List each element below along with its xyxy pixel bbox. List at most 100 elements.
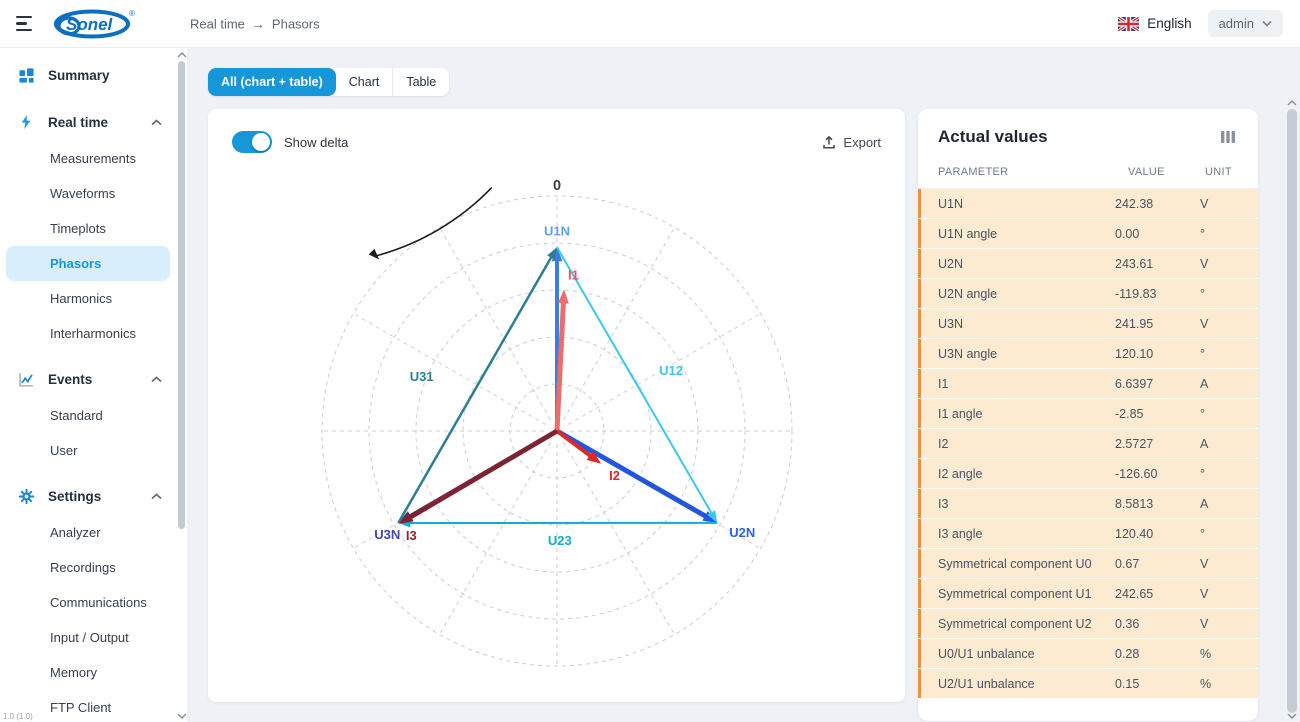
table-row-i3: I3 8.5813 A xyxy=(918,489,1258,518)
col-value: VALUE xyxy=(1128,165,1165,178)
sidebar-nav: Summary Real time Measurements Waveforms Tim… xyxy=(0,48,176,722)
row-parameter: I1 angle xyxy=(938,406,983,421)
tab-all-chart-table[interactable]: All (chart + table) xyxy=(208,68,336,96)
row-unit: A xyxy=(1200,436,1209,451)
table-row-u3n: U3N 241.95 V xyxy=(918,309,1258,338)
sidebar-item-analyzer[interactable]: Analyzer xyxy=(6,515,170,550)
sidebar: Summary Real time Measurements Waveforms Tim… xyxy=(0,48,176,722)
sonel-logo: Sonel ® xyxy=(52,7,140,41)
sidebar-item-label: Input / Output xyxy=(50,630,129,645)
sidebar-item-label: FTP Client xyxy=(50,700,112,715)
table-row-i2-angle: I2 angle -126.60 ° xyxy=(918,459,1258,488)
sidebar-item-label: User xyxy=(50,443,78,458)
row-parameter: U3N xyxy=(938,316,964,331)
user-menu-button[interactable]: admin xyxy=(1207,10,1283,37)
sidebar-item-standard[interactable]: Standard xyxy=(6,398,170,433)
svg-text:®: ® xyxy=(129,9,135,18)
scroll-down-icon[interactable] xyxy=(176,713,187,719)
row-unit: V xyxy=(1200,196,1209,211)
sidebar-item-interharmonics[interactable]: Interharmonics xyxy=(6,316,170,351)
export-button[interactable]: Export xyxy=(822,135,881,150)
tab-chart[interactable]: Chart xyxy=(335,68,393,96)
svg-text:0: 0 xyxy=(553,178,561,194)
sidebar-item-label: Communications xyxy=(50,595,147,610)
main-content: All (chart + table) Chart Table Show delta xyxy=(188,48,1300,722)
row-value: 243.61 xyxy=(1115,256,1154,271)
table-row-i3-angle: I3 angle 120.40 ° xyxy=(918,519,1258,548)
chevron-up-icon xyxy=(151,118,162,126)
table-row-u3n-angle: U3N angle 120.10 ° xyxy=(918,339,1258,368)
sidebar-item-ftp-client[interactable]: FTP Client xyxy=(6,690,170,722)
row-parameter: Symmetrical component U1 xyxy=(938,586,1092,601)
row-unit: % xyxy=(1200,646,1212,661)
svg-text:U2N: U2N xyxy=(729,525,755,540)
breadcrumb-parent[interactable]: Real time xyxy=(190,16,245,31)
sidebar-section-label: Summary xyxy=(48,67,110,83)
row-unit: ° xyxy=(1200,346,1205,361)
table-row-u2n: U2N 243.61 V xyxy=(918,249,1258,278)
export-upload-icon xyxy=(822,135,836,150)
sidebar-item-user[interactable]: User xyxy=(6,433,170,468)
row-parameter: I2 xyxy=(938,436,949,451)
sidebar-section-real-time[interactable]: Real time xyxy=(0,103,176,141)
row-unit: V xyxy=(1200,556,1209,571)
table-body: U1N 242.38 V U1N angle 0.00 ° U2N 243.61 V U2N an… xyxy=(918,189,1258,698)
row-value: 0.00 xyxy=(1115,226,1140,241)
row-value: 0.28 xyxy=(1115,646,1140,661)
row-value: -119.83 xyxy=(1115,286,1157,301)
sidebar-item-harmonics[interactable]: Harmonics xyxy=(6,281,170,316)
sidebar-item-measurements[interactable]: Measurements xyxy=(6,141,170,176)
sidebar-item-memory[interactable]: Memory xyxy=(6,655,170,690)
uk-flag-icon xyxy=(1118,16,1140,31)
scroll-up-icon[interactable] xyxy=(176,52,187,58)
sidebar-item-label: Harmonics xyxy=(50,291,113,306)
topbar: Sonel ® Real time → Phasors xyxy=(0,0,1300,48)
row-parameter: U2N xyxy=(938,256,964,271)
column-settings-icon[interactable] xyxy=(1218,128,1238,146)
row-value: 6.6397 xyxy=(1115,376,1154,391)
chevron-down-icon xyxy=(1262,20,1272,27)
breadcrumb-current: Phasors xyxy=(271,16,320,31)
scroll-down-icon[interactable] xyxy=(1287,713,1297,719)
row-parameter: I2 angle xyxy=(938,466,983,481)
row-parameter: Symmetrical component U2 xyxy=(938,616,1092,631)
phasor-chart-card: Show delta Export U1N U2N U3N I1 I2 I3 U12 U23 U… xyxy=(208,109,905,702)
sidebar-item-input-output[interactable]: Input / Output xyxy=(6,620,170,655)
row-value: 242.38 xyxy=(1115,196,1154,211)
page-scrollbar-thumb[interactable] xyxy=(1287,109,1297,713)
col-parameter: PARAMETER xyxy=(938,165,1009,178)
svg-text:I2: I2 xyxy=(609,468,620,483)
page-scrollbar xyxy=(1284,96,1300,722)
row-unit: ° xyxy=(1200,226,1205,241)
sidebar-scrollbar-thumb[interactable] xyxy=(178,61,185,529)
svg-text:U31: U31 xyxy=(410,369,434,384)
menu-hamburger-icon[interactable] xyxy=(16,15,38,32)
row-parameter: U1N angle xyxy=(938,226,998,241)
content-columns: Show delta Export U1N U2N U3N I1 I2 I3 U12 U23 U… xyxy=(208,109,1300,721)
show-delta-toggle[interactable] xyxy=(232,131,272,153)
table-row-u1n-angle: U1N angle 0.00 ° xyxy=(918,219,1258,248)
sidebar-item-timeplots[interactable]: Timeplots xyxy=(6,211,170,246)
sidebar-item-phasors[interactable]: Phasors xyxy=(6,246,170,281)
sidebar-item-communications[interactable]: Communications xyxy=(6,585,170,620)
sidebar-item-waveforms[interactable]: Waveforms xyxy=(6,176,170,211)
table-header-row: PARAMETER VALUE UNIT xyxy=(918,155,1258,189)
row-parameter: I3 angle xyxy=(938,526,983,541)
sidebar-item-recordings[interactable]: Recordings xyxy=(6,550,170,585)
language-selector[interactable]: English xyxy=(1118,16,1192,31)
svg-text:U12: U12 xyxy=(659,363,683,378)
table-row-u2n-angle: U2N angle -119.83 ° xyxy=(918,279,1258,308)
sidebar-section-settings[interactable]: Settings xyxy=(0,477,176,515)
tab-table[interactable]: Table xyxy=(392,68,450,96)
rotation-direction-arrow xyxy=(368,248,380,260)
sidebar-section-summary[interactable]: Summary xyxy=(0,56,176,94)
row-value: 242.65 xyxy=(1115,586,1154,601)
sidebar-section-events[interactable]: Events xyxy=(0,360,176,398)
sidebar-section-label: Events xyxy=(48,371,93,387)
scroll-up-icon[interactable] xyxy=(1287,100,1297,106)
sidebar-item-label: Analyzer xyxy=(50,525,101,540)
user-menu-label: admin xyxy=(1218,16,1254,31)
table-row-i1: I1 6.6397 A xyxy=(918,369,1258,398)
row-value: 241.95 xyxy=(1115,316,1154,331)
row-parameter: I1 xyxy=(938,376,949,391)
